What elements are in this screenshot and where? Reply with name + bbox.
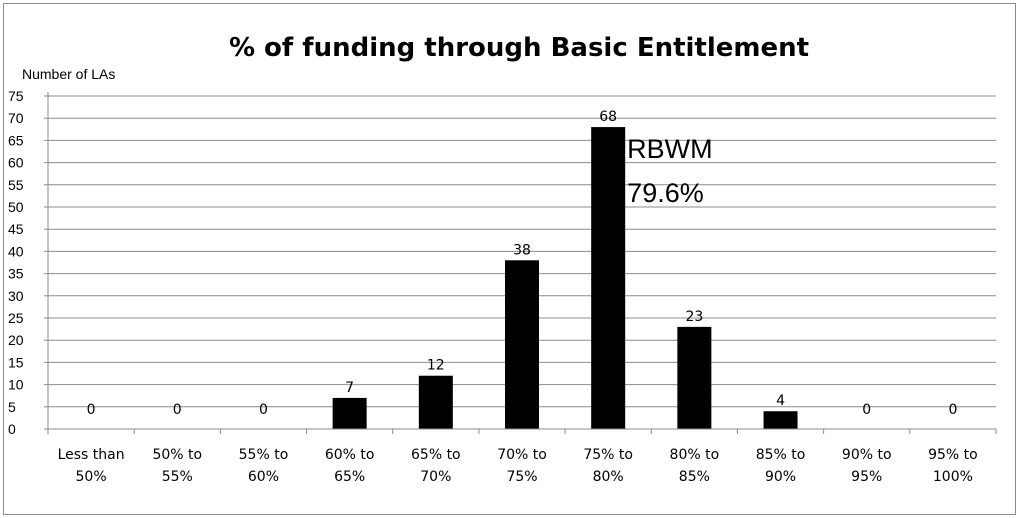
chart-frame	[3, 3, 1016, 515]
y-tick-label: 60	[8, 155, 24, 171]
data-label: 12	[427, 358, 445, 374]
data-label: 68	[599, 109, 617, 125]
y-tick-labels: 0 5 10 15 20 25 30 35 40 45 50 55 60 65 70 75	[8, 88, 24, 437]
y-tick-label: 10	[8, 377, 24, 393]
data-label: 7	[345, 380, 354, 396]
x-category-label: 90% to 95%	[842, 447, 892, 485]
y-tick-label: 55	[8, 177, 24, 193]
data-label: 23	[685, 309, 703, 325]
y-tick-label: 45	[8, 221, 24, 237]
x-category-labels: Less than 50% 50% to 55% 55% to 60% 60% to 65% 6…	[58, 447, 978, 485]
x-category-label: 55% to 60%	[239, 447, 289, 485]
data-label: 0	[259, 402, 268, 418]
y-tick-label: 40	[8, 243, 24, 259]
y-tick-label: 70	[8, 110, 24, 126]
bar	[505, 260, 539, 429]
annotation-label: RBWM 79.6%	[627, 134, 712, 208]
bar	[332, 397, 367, 429]
y-tick-label: 30	[8, 288, 24, 304]
bar	[763, 411, 798, 429]
data-label: 0	[862, 402, 871, 418]
x-category-label: 60% to 65%	[325, 447, 375, 485]
x-category-label: Less than 50%	[58, 447, 125, 485]
bars	[332, 127, 798, 429]
x-category-label: 95% to 100%	[928, 447, 978, 485]
data-label: 0	[948, 402, 957, 418]
y-tick-label: 65	[8, 132, 24, 148]
x-category-label: 85% to 90%	[756, 447, 806, 485]
y-tick-label: 75	[8, 88, 24, 104]
y-tick-label: 0	[8, 421, 16, 437]
y-tick-label: 25	[8, 310, 24, 326]
data-label: 4	[776, 393, 785, 409]
x-category-label: 75% to 80%	[583, 447, 633, 485]
axes	[47, 92, 997, 434]
y-tick-label: 35	[8, 266, 24, 282]
x-category-label: 50% to 55%	[152, 447, 202, 485]
data-label: 0	[173, 402, 182, 418]
data-labels: 0 0 0 7 12 38 68 23 4 0 0	[87, 109, 958, 418]
y-tick-label: 20	[8, 332, 24, 348]
x-category-label: 65% to 70%	[411, 447, 461, 485]
bar	[677, 326, 712, 429]
y-tick-label: 50	[8, 199, 24, 215]
chart-title: % of funding through Basic Entitlement	[229, 33, 809, 63]
y-axis-label: Number of LAs	[22, 66, 115, 82]
bar	[591, 127, 626, 429]
data-label: 38	[513, 242, 531, 258]
x-category-label: 70% to 75%	[497, 447, 547, 485]
annotations: RBWM 79.6%	[627, 134, 712, 208]
y-tick-label: 15	[8, 354, 24, 370]
y-tick-label: 5	[8, 399, 16, 415]
data-label: 0	[87, 402, 96, 418]
bar	[418, 375, 453, 429]
x-category-label: 80% to 85%	[670, 447, 720, 485]
